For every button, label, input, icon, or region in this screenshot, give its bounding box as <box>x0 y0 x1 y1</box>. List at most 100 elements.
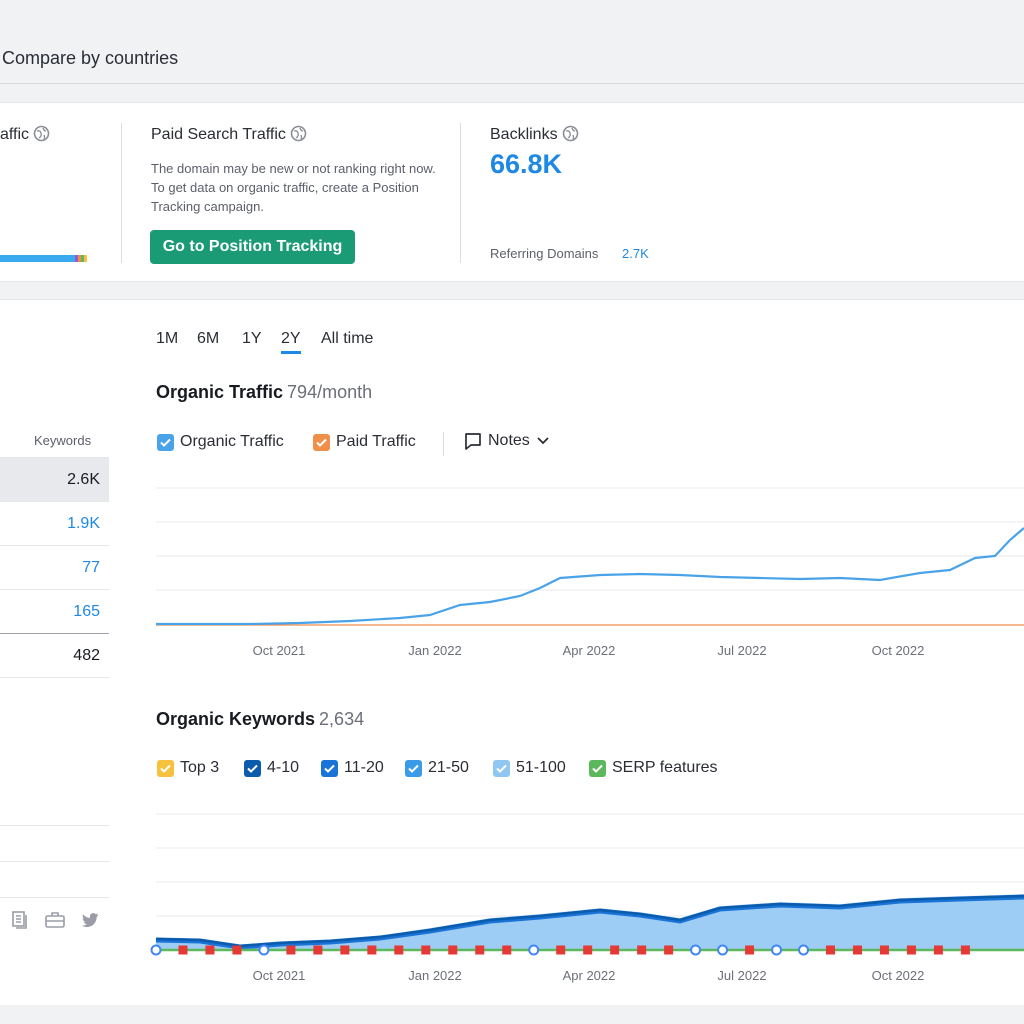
metrics-card: affic Paid Search Traffic The domain may… <box>0 102 1024 282</box>
organic-keywords-subtitle: 2,634 <box>319 709 365 729</box>
globe-icon[interactable] <box>562 125 579 147</box>
tab-compare-by-countries[interactable]: Compare by countries <box>2 48 179 68</box>
divider <box>460 123 461 263</box>
period-tab-all-time[interactable]: All time <box>321 330 374 347</box>
legend-11-20[interactable]: 11-20 <box>321 759 384 777</box>
event-flag-marker[interactable] <box>394 945 404 955</box>
backlinks-value[interactable]: 66.8K <box>490 149 563 179</box>
event-flag-marker[interactable] <box>610 945 620 955</box>
checkbox-icon[interactable] <box>405 759 422 777</box>
event-flag-marker[interactable] <box>340 945 350 955</box>
organic-keywords-title: Organic Keywords 2,634 <box>156 709 364 730</box>
checkbox-icon[interactable] <box>157 433 174 451</box>
legend-21-50[interactable]: 21-50 <box>405 759 469 777</box>
legend-top-3[interactable]: Top 3 <box>157 759 219 777</box>
divider <box>0 861 109 862</box>
event-flag-marker[interactable] <box>637 945 647 955</box>
legend-51-100[interactable]: 51-100 <box>493 759 566 777</box>
x-tick-label: Apr 2022 <box>563 643 616 658</box>
legend-organic-traffic[interactable]: Organic Traffic <box>157 433 284 451</box>
serp-markers[interactable] <box>150 944 970 956</box>
x-tick-label: Oct 2021 <box>253 968 306 983</box>
organic-keywords-chart[interactable]: Oct 2021 Jan 2022 Apr 2022 Jul 2022 Oct … <box>0 800 1024 1000</box>
event-flag-marker[interactable] <box>286 945 296 955</box>
event-flag-marker[interactable] <box>448 945 458 955</box>
notes-label: Notes <box>488 432 530 449</box>
event-flag-marker[interactable] <box>205 945 215 955</box>
google-update-marker[interactable] <box>690 944 702 956</box>
x-tick-label: Oct 2022 <box>872 643 925 658</box>
x-tick-label: Oct 2021 <box>253 643 306 658</box>
checkbox-icon[interactable] <box>313 433 330 451</box>
x-tick-label: Apr 2022 <box>563 968 616 983</box>
period-tab-2y[interactable]: 2Y <box>281 330 301 354</box>
keywords-cell: 482 <box>73 647 100 664</box>
event-flag-marker[interactable] <box>906 945 916 955</box>
notes-dropdown[interactable]: Notes <box>464 432 549 450</box>
event-flag-marker[interactable] <box>232 945 242 955</box>
table-row[interactable]: 1.9K <box>0 502 109 546</box>
backlinks-metric[interactable]: Backlinks <box>490 125 579 147</box>
organic-traffic-metric[interactable]: affic <box>0 125 50 147</box>
go-to-position-tracking-button[interactable]: Go to Position Tracking <box>150 230 355 264</box>
table-row[interactable]: 482 <box>0 634 109 678</box>
event-flag-marker[interactable] <box>960 945 970 955</box>
checkbox-icon[interactable] <box>321 759 338 777</box>
checkbox-icon[interactable] <box>244 759 261 777</box>
legend-label: 21-50 <box>428 759 469 776</box>
keywords-cell[interactable]: 77 <box>82 559 100 576</box>
event-flag-marker[interactable] <box>664 945 674 955</box>
table-row[interactable]: 77 <box>0 546 109 590</box>
organic-traffic-subtitle: 794/month <box>287 382 373 402</box>
divider <box>0 825 109 826</box>
divider <box>121 123 122 263</box>
period-tab-1y[interactable]: 1Y <box>242 330 262 347</box>
period-tab-1m[interactable]: 1M <box>156 330 179 347</box>
table-row[interactable]: 165 <box>0 590 109 634</box>
legend-label: 4-10 <box>267 759 300 776</box>
google-update-marker[interactable] <box>528 944 540 956</box>
paid-search-traffic-label: Paid Search Traffic <box>151 126 286 143</box>
event-flag-marker[interactable] <box>421 945 431 955</box>
event-flag-marker[interactable] <box>178 945 188 955</box>
globe-icon[interactable] <box>33 125 50 147</box>
event-flag-marker[interactable] <box>502 945 512 955</box>
globe-icon[interactable] <box>290 125 307 147</box>
event-flag-marker[interactable] <box>826 945 835 955</box>
google-update-marker[interactable] <box>798 944 810 956</box>
google-update-marker[interactable] <box>150 944 162 956</box>
briefcase-icon[interactable] <box>44 910 66 935</box>
google-update-marker[interactable] <box>258 944 270 956</box>
keywords-cell[interactable]: 1.9K <box>67 515 100 532</box>
google-update-marker[interactable] <box>771 944 783 956</box>
legend-serp-features[interactable]: SERP features <box>589 759 718 777</box>
organic-traffic-chart[interactable]: Oct 2021 Jan 2022 Apr 2022 Jul 2022 Oct … <box>0 470 1024 670</box>
checkbox-icon[interactable] <box>589 759 606 777</box>
event-flag-marker[interactable] <box>852 945 862 955</box>
x-tick-label: Jul 2022 <box>717 968 766 983</box>
keywords-column-header[interactable]: Keywords <box>34 433 92 448</box>
period-tab-6m[interactable]: 6M <box>197 330 220 347</box>
legend-4-10[interactable]: 4-10 <box>244 759 299 777</box>
event-flag-marker[interactable] <box>583 945 593 955</box>
event-flag-marker[interactable] <box>313 945 323 955</box>
table-row[interactable]: 2.6K <box>0 458 109 502</box>
keywords-cell[interactable]: 165 <box>73 603 100 620</box>
event-flag-marker[interactable] <box>879 945 889 955</box>
organic-traffic-title-text: Organic Traffic <box>156 382 284 402</box>
twitter-icon[interactable] <box>80 910 100 935</box>
checkbox-icon[interactable] <box>157 759 174 777</box>
event-flag-marker[interactable] <box>933 945 943 955</box>
document-icon[interactable] <box>10 910 30 935</box>
event-flag-marker[interactable] <box>556 945 566 955</box>
legend-paid-traffic[interactable]: Paid Traffic <box>313 433 416 451</box>
legend-label: SERP features <box>612 759 718 776</box>
referring-domains-value[interactable]: 2.7K <box>622 246 649 261</box>
checkbox-icon[interactable] <box>493 759 510 777</box>
event-flag-marker[interactable] <box>367 945 377 955</box>
event-flag-marker[interactable] <box>745 945 755 955</box>
organic-traffic-line <box>156 527 1024 626</box>
google-update-marker[interactable] <box>717 944 729 956</box>
paid-search-traffic-metric[interactable]: Paid Search Traffic <box>151 125 307 147</box>
event-flag-marker[interactable] <box>475 945 485 955</box>
